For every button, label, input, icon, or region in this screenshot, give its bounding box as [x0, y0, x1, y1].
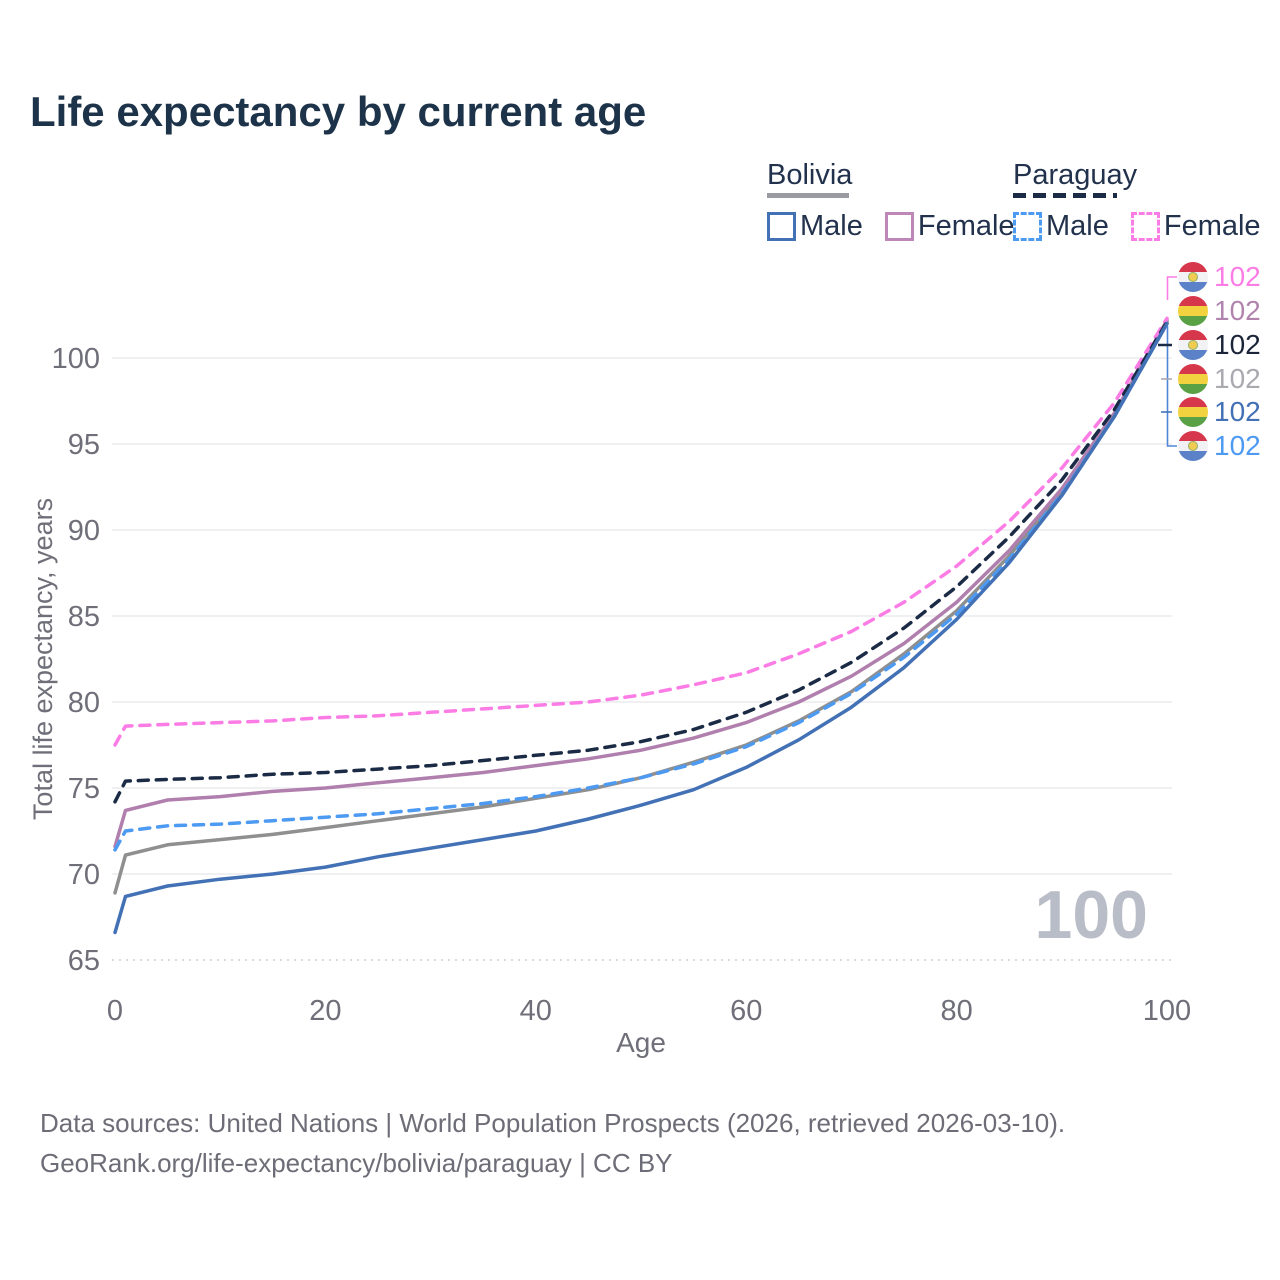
- x-tick-40: 40: [520, 995, 552, 1027]
- x-tick-0: 0: [107, 995, 123, 1027]
- legend-swatch-bolivia-male[interactable]: [767, 212, 796, 241]
- legend-country-bolivia[interactable]: Bolivia: [767, 159, 853, 191]
- bolivia-flag-icon: [1178, 397, 1208, 427]
- legend-group-bolivia: Bolivia Male Female: [767, 160, 1037, 243]
- legend-line-sample-bolivia: [767, 193, 849, 198]
- end-value-bolivia: 102: [1214, 363, 1261, 394]
- y-tick-85: 85: [68, 601, 100, 633]
- x-tick-80: 80: [940, 995, 972, 1027]
- y-tick-80: 80: [68, 687, 100, 719]
- end-label-paraguay: 102: [1178, 329, 1261, 361]
- end-label-bolivia-male: 102: [1178, 396, 1261, 428]
- paraguay-emblem-icon: [1188, 272, 1198, 282]
- series-line-paraguay-male[interactable]: [113, 321, 1169, 852]
- end-value-bolivia-female: 102: [1214, 295, 1261, 326]
- legend-swatch-paraguay-male[interactable]: [1013, 212, 1042, 241]
- legend-swatch-paraguay-female[interactable]: [1130, 212, 1160, 241]
- legend-label-paraguay-female: Female: [1163, 210, 1261, 242]
- paraguay-flag-icon: [1178, 262, 1208, 292]
- y-tick-70: 70: [68, 859, 100, 891]
- legend-item-bolivia-male[interactable]: Male: [767, 210, 863, 243]
- leader-paraguay-male: [1166, 326, 1177, 447]
- series-line-bolivia[interactable]: [113, 320, 1169, 895]
- data-sources-text: Data sources: United Nations | World Pop…: [40, 1108, 1066, 1138]
- y-tick-65: 65: [68, 945, 100, 977]
- attribution-text: GeoRank.org/life-expectancy/bolivia/para…: [40, 1148, 673, 1178]
- y-tick-95: 95: [68, 429, 100, 461]
- end-value-paraguay: 102: [1214, 329, 1261, 360]
- end-label-bolivia: 102: [1178, 363, 1261, 395]
- legend-label-bolivia-female: Female: [917, 210, 1015, 242]
- end-label-bolivia-female: 102: [1178, 295, 1261, 327]
- paraguay-flag-icon: [1178, 431, 1208, 461]
- end-value-bolivia-male: 102: [1214, 396, 1261, 427]
- bolivia-flag-icon: [1178, 296, 1208, 326]
- series-line-bolivia-male[interactable]: [113, 321, 1169, 935]
- paraguay-emblem-icon: [1188, 441, 1198, 451]
- paraguay-flag-icon: [1178, 330, 1208, 360]
- paraguay-emblem-icon: [1188, 340, 1198, 350]
- legend-item-paraguay-male[interactable]: Male: [1013, 210, 1109, 243]
- y-axis-label: Total life expectancy, years: [28, 498, 58, 820]
- end-label-paraguay-male: 102: [1178, 430, 1261, 462]
- x-tick-20: 20: [309, 995, 341, 1027]
- legend-swatch-bolivia-female[interactable]: [884, 212, 914, 241]
- y-tick-75: 75: [68, 773, 100, 805]
- y-tick-90: 90: [68, 515, 100, 547]
- leader-paraguay-female: [1166, 276, 1177, 300]
- end-label-paraguay-female: 102: [1178, 261, 1261, 293]
- legend-line-sample-paraguay: [1013, 193, 1117, 198]
- series-line-paraguay[interactable]: [113, 320, 1169, 804]
- end-value-paraguay-female: 102: [1214, 261, 1261, 292]
- legend-group-paraguay: Paraguay Male Female: [1013, 160, 1280, 243]
- y-tick-100: 100: [52, 343, 100, 375]
- x-tick-100: 100: [1143, 995, 1191, 1027]
- legend-country-paraguay[interactable]: Paraguay: [1013, 159, 1138, 191]
- bolivia-flag-icon: [1178, 364, 1208, 394]
- series-line-bolivia-female[interactable]: [113, 318, 1169, 849]
- legend-label-paraguay-male: Male: [1046, 210, 1109, 242]
- x-tick-60: 60: [730, 995, 762, 1027]
- series-line-paraguay-female[interactable]: [113, 316, 1169, 747]
- x-axis-label: Age: [616, 1027, 666, 1058]
- end-value-paraguay-male: 102: [1214, 430, 1261, 461]
- hover-age-watermark: 100: [1035, 877, 1148, 953]
- page-title: Life expectancy by current age: [30, 88, 647, 135]
- legend-item-bolivia-female[interactable]: Female: [884, 210, 1015, 243]
- legend-label-bolivia-male: Male: [800, 210, 863, 242]
- legend-item-paraguay-female[interactable]: Female: [1130, 210, 1261, 243]
